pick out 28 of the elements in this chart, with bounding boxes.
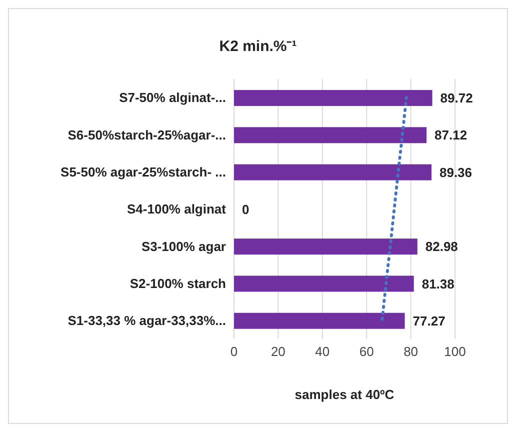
data-label: 82.98: [425, 239, 458, 254]
y-tick-label: S6-50%starch-25%agar-...: [68, 127, 226, 142]
data-label: 0: [242, 202, 250, 217]
bar: [234, 238, 418, 255]
bar: [234, 164, 432, 180]
x-tick-label: 60: [359, 344, 374, 360]
y-tick-label: S1-33,33 % agar-33,33%...: [68, 313, 226, 328]
data-label: 87.12: [434, 128, 468, 143]
data-label: 89.72: [440, 90, 473, 106]
x-tick-label: 100: [444, 344, 466, 360]
data-label: 89.36: [439, 164, 472, 180]
data-label: 81.38: [422, 276, 454, 292]
y-tick-label: S2-100% starch: [130, 276, 226, 291]
y-tick-label: S5-50% agar-25%starch- ...: [60, 164, 226, 180]
x-tick-label: 40: [315, 344, 330, 360]
data-label: 77.27: [412, 313, 446, 328]
x-axis-title: samples at 40ºC: [294, 387, 395, 402]
chart-title: K2 min.%⁻¹: [218, 37, 298, 57]
x-tick-label: 0: [230, 344, 238, 360]
x-tick-label: 80: [404, 344, 418, 360]
bar: [234, 276, 414, 292]
x-tick-label: 20: [270, 344, 286, 360]
bar: [234, 90, 432, 106]
y-tick-label: S4-100% alginat: [127, 202, 227, 217]
y-tick-label: S7-50% alginat-...: [119, 90, 226, 106]
bar: [234, 312, 405, 329]
y-tick-label: S3-100% agar: [141, 238, 226, 254]
bar: [234, 127, 427, 144]
